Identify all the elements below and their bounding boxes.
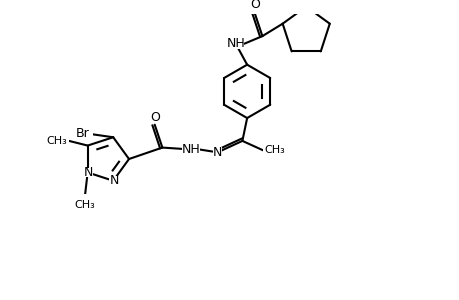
Text: N: N [109,174,118,187]
Bar [227,38,244,49]
Bar [182,144,199,155]
Text: CH₃: CH₃ [264,146,285,155]
Bar [263,146,285,155]
Bar [73,194,96,204]
Text: CH₃: CH₃ [74,200,95,210]
Bar [84,168,93,177]
Text: O: O [150,111,159,124]
Text: O: O [249,0,259,11]
Text: NH: NH [226,37,245,50]
Bar [250,1,258,10]
Text: NH: NH [181,143,200,156]
Bar [72,128,93,139]
Bar [213,147,222,158]
Bar [150,114,159,122]
Text: N: N [84,166,93,179]
Text: Br: Br [76,127,90,140]
Bar [109,176,119,185]
Text: N: N [213,146,222,159]
Text: CH₃: CH₃ [47,136,67,146]
Bar [45,136,68,146]
